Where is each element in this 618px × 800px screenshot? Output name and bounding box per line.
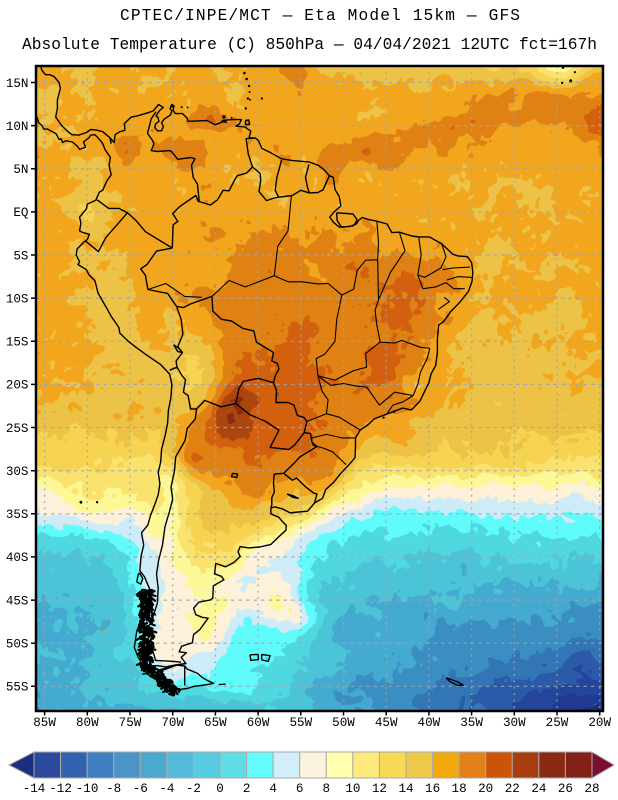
svg-text:0: 0	[216, 782, 224, 796]
svg-text:50W: 50W	[332, 716, 355, 730]
svg-text:5N: 5N	[13, 163, 28, 177]
svg-text:18: 18	[452, 782, 467, 796]
svg-text:40S: 40S	[6, 551, 29, 565]
svg-text:-4: -4	[159, 782, 174, 796]
svg-text:12: 12	[372, 782, 387, 796]
svg-text:80W: 80W	[76, 716, 99, 730]
svg-text:20S: 20S	[6, 379, 29, 393]
svg-text:10: 10	[345, 782, 360, 796]
svg-text:10N: 10N	[6, 120, 29, 134]
svg-text:28: 28	[584, 782, 599, 796]
svg-text:CPTEC/INPE/MCT — Eta Model 15: CPTEC/INPE/MCT — Eta Model 15km — GFS	[120, 7, 520, 25]
svg-text:4: 4	[269, 782, 277, 796]
svg-text:75W: 75W	[119, 716, 142, 730]
svg-text:45W: 45W	[375, 716, 398, 730]
svg-text:25S: 25S	[6, 422, 29, 436]
svg-text:15S: 15S	[6, 336, 29, 350]
svg-text:2: 2	[243, 782, 251, 796]
svg-text:20: 20	[478, 782, 493, 796]
svg-text:16: 16	[425, 782, 440, 796]
svg-text:22: 22	[505, 782, 520, 796]
svg-text:55W: 55W	[289, 716, 312, 730]
svg-text:60W: 60W	[247, 716, 270, 730]
svg-text:55S: 55S	[6, 681, 29, 695]
svg-text:10S: 10S	[6, 292, 29, 306]
svg-text:24: 24	[531, 782, 546, 796]
svg-text:14: 14	[398, 782, 413, 796]
svg-text:5S: 5S	[13, 249, 28, 263]
svg-text:-2: -2	[186, 782, 201, 796]
svg-text:15N: 15N	[6, 77, 29, 91]
svg-text:35S: 35S	[6, 508, 29, 522]
svg-text:-8: -8	[106, 782, 121, 796]
svg-text:-12: -12	[49, 782, 72, 796]
svg-text:Absolute Temperature (C) 850hP: Absolute Temperature (C) 850hPa — 04/04/…	[22, 36, 597, 54]
svg-text:45S: 45S	[6, 594, 29, 608]
svg-text:-10: -10	[76, 782, 99, 796]
svg-text:25W: 25W	[546, 716, 569, 730]
svg-text:6: 6	[296, 782, 304, 796]
svg-text:20W: 20W	[588, 716, 611, 730]
svg-text:70W: 70W	[161, 716, 184, 730]
svg-text:EQ: EQ	[13, 206, 28, 220]
svg-text:8: 8	[323, 782, 331, 796]
svg-text:85W: 85W	[33, 716, 56, 730]
svg-text:-14: -14	[23, 782, 46, 796]
svg-text:26: 26	[558, 782, 573, 796]
svg-text:50S: 50S	[6, 638, 29, 652]
svg-text:65W: 65W	[204, 716, 227, 730]
svg-text:30W: 30W	[503, 716, 526, 730]
svg-text:40W: 40W	[418, 716, 441, 730]
svg-text:35W: 35W	[460, 716, 483, 730]
svg-text:-6: -6	[133, 782, 148, 796]
svg-text:30S: 30S	[6, 465, 29, 479]
